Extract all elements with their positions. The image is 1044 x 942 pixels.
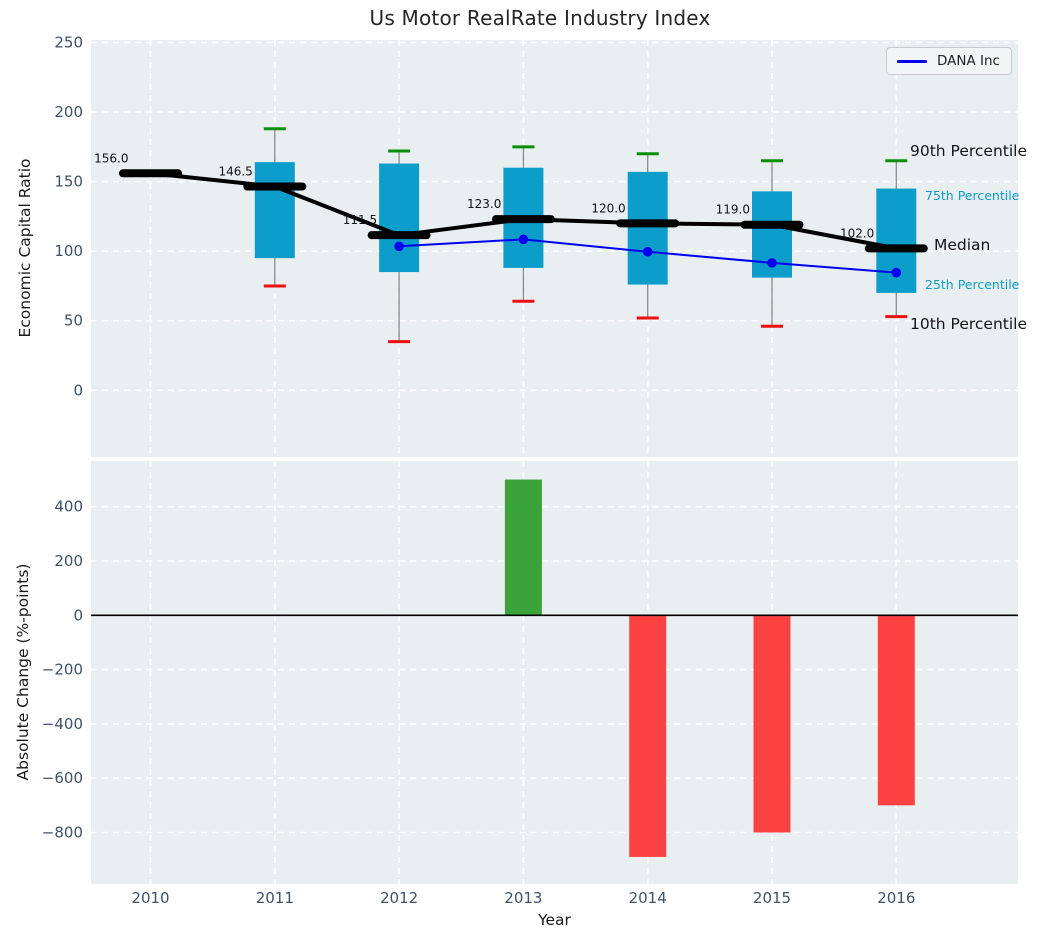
iqr-box-2014 xyxy=(627,171,668,285)
bottom-y-tick-label: 0 xyxy=(73,606,83,624)
top-y-tick-label: 150 xyxy=(54,173,83,191)
legend: DANA Inc xyxy=(886,47,1012,75)
median-value-label: 156.0 xyxy=(94,151,128,165)
x-tick-label: 2015 xyxy=(753,889,791,907)
legend-line-sample xyxy=(897,59,927,63)
bottom-y-axis-label: Absolute Change (%-points) xyxy=(14,563,32,781)
bottom-y-tick-label: −600 xyxy=(42,769,83,787)
median-value-label: 120.0 xyxy=(591,201,625,215)
median-value-label: 123.0 xyxy=(467,197,501,211)
bottom-y-tick-label: 400 xyxy=(54,498,83,516)
bottom-y-tick-label: 200 xyxy=(54,552,83,570)
change-bar-negative-2015 xyxy=(753,615,791,833)
top-y-tick-label: 250 xyxy=(54,34,83,52)
x-tick-label: 2010 xyxy=(131,889,169,907)
x-tick-label: 2012 xyxy=(380,889,418,907)
top-y-tick-label: 100 xyxy=(54,242,83,260)
median-value-label: 146.5 xyxy=(218,164,252,178)
iqr-box-2012 xyxy=(379,163,420,273)
median-value-label: 119.0 xyxy=(716,203,750,217)
median-value-label: 102.0 xyxy=(840,226,874,240)
change-bar-negative-2014 xyxy=(629,615,667,857)
dana-inc-marker xyxy=(642,246,653,257)
annotation-25th-percentile: 25th Percentile xyxy=(925,277,1020,292)
bottom-plot-area xyxy=(91,461,1018,884)
median-value-label: 111.5 xyxy=(343,213,377,227)
annotation-75th-percentile: 75th Percentile xyxy=(925,188,1020,203)
bottom-y-tick-label: −400 xyxy=(42,715,83,733)
annotation-10th-percentile: 10th Percentile xyxy=(910,315,1028,333)
x-tick-label: 2016 xyxy=(877,889,915,907)
bottom-y-tick-label: −200 xyxy=(42,661,83,679)
chart-title: Us Motor RealRate Industry Index xyxy=(369,6,711,30)
top-plot-area xyxy=(91,40,1018,457)
annotation-median: Median xyxy=(934,236,991,254)
dana-inc-marker xyxy=(394,241,404,252)
top-y-axis-label: Economic Capital Ratio xyxy=(16,158,34,338)
top-y-tick-label: 0 xyxy=(73,381,83,399)
change-bar-positive-2013 xyxy=(504,479,542,616)
dana-inc-marker xyxy=(767,258,777,268)
x-axis-label: Year xyxy=(538,911,571,929)
change-bar-negative-2016 xyxy=(877,615,915,806)
x-tick-label: 2011 xyxy=(256,889,294,907)
iqr-box-2011 xyxy=(254,162,295,259)
top-y-tick-label: 50 xyxy=(64,312,83,330)
x-tick-label: 2014 xyxy=(629,889,667,907)
top-y-tick-label: 200 xyxy=(54,103,83,121)
dana-inc-marker xyxy=(891,267,902,278)
x-tick-label: 2013 xyxy=(504,889,542,907)
bottom-y-tick-label: −800 xyxy=(42,824,83,842)
legend-label: DANA Inc xyxy=(937,53,1000,69)
dana-inc-marker xyxy=(518,234,529,245)
annotation-90th-percentile: 90th Percentile xyxy=(910,142,1028,160)
